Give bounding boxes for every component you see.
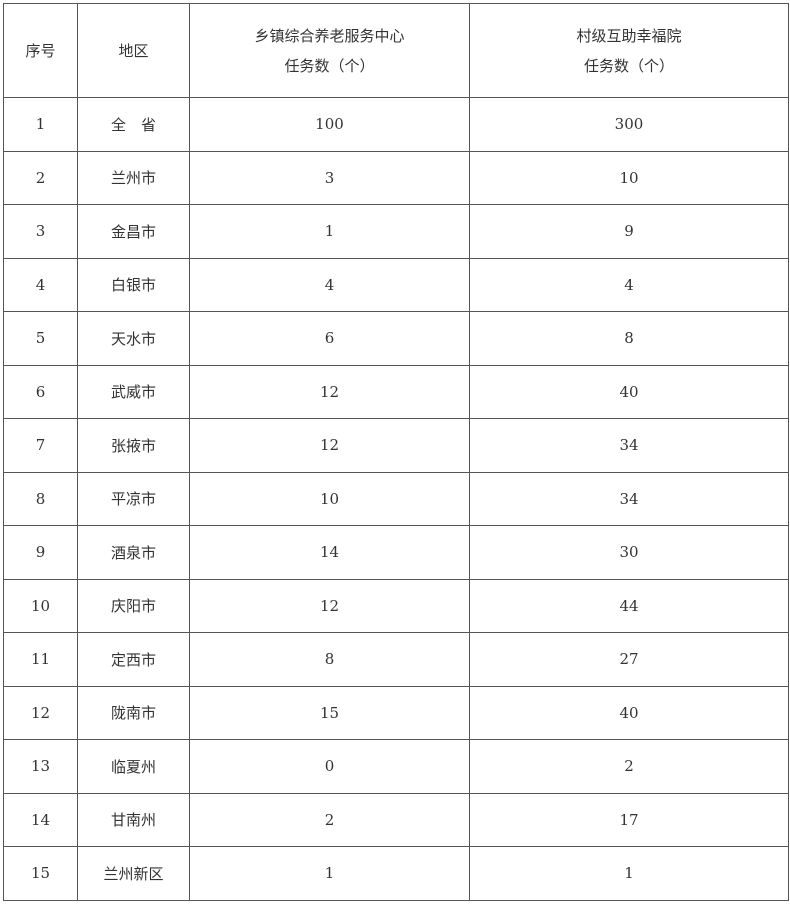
task-table: 序号 地区 乡镇综合养老服务中心 任务数（个） 村级互助幸福院 任务数（个） 1… xyxy=(3,3,789,901)
cell-region: 天水市 xyxy=(77,311,190,366)
cell-region: 临夏州 xyxy=(77,739,190,794)
table-row: 12 陇南市 15 40 xyxy=(3,685,789,740)
table-row: 11 定西市 8 27 xyxy=(3,632,789,687)
cell-township: 100 xyxy=(189,97,470,152)
cell-township: 1 xyxy=(189,846,470,901)
cell-township: 3 xyxy=(189,150,470,205)
table-row: 14 甘南州 2 17 xyxy=(3,792,789,847)
cell-village: 34 xyxy=(469,418,789,473)
header-index: 序号 xyxy=(3,3,78,98)
table-row: 7 张掖市 12 34 xyxy=(3,418,789,473)
header-row: 序号 地区 乡镇综合养老服务中心 任务数（个） 村级互助幸福院 任务数（个） xyxy=(3,3,789,98)
cell-no: 9 xyxy=(3,525,78,580)
cell-township: 1 xyxy=(189,204,470,259)
cell-no: 10 xyxy=(3,578,78,633)
cell-region: 张掖市 xyxy=(77,418,190,473)
cell-township: 12 xyxy=(189,364,470,419)
table-row: 13 临夏州 0 2 xyxy=(3,739,789,794)
cell-no: 15 xyxy=(3,846,78,901)
cell-village: 9 xyxy=(469,204,789,259)
cell-village: 1 xyxy=(469,846,789,901)
cell-region: 定西市 xyxy=(77,632,190,687)
cell-no: 13 xyxy=(3,739,78,794)
cell-no: 11 xyxy=(3,632,78,687)
cell-village: 30 xyxy=(469,525,789,580)
cell-village: 40 xyxy=(469,685,789,740)
cell-village: 2 xyxy=(469,739,789,794)
cell-region: 酒泉市 xyxy=(77,525,190,580)
cell-township: 8 xyxy=(189,632,470,687)
header-region: 地区 xyxy=(77,3,190,98)
cell-village: 8 xyxy=(469,311,789,366)
cell-village: 10 xyxy=(469,150,789,205)
cell-no: 14 xyxy=(3,792,78,847)
cell-region: 全 省 xyxy=(77,97,190,152)
cell-region: 兰州新区 xyxy=(77,846,190,901)
cell-village: 4 xyxy=(469,257,789,312)
cell-township: 4 xyxy=(189,257,470,312)
table-row: 8 平凉市 10 34 xyxy=(3,471,789,526)
table-row: 6 武威市 12 40 xyxy=(3,364,789,419)
cell-township: 12 xyxy=(189,578,470,633)
cell-region: 金昌市 xyxy=(77,204,190,259)
table-row: 10 庆阳市 12 44 xyxy=(3,578,789,633)
cell-township: 6 xyxy=(189,311,470,366)
cell-village: 40 xyxy=(469,364,789,419)
header-township-line2: 任务数（个） xyxy=(284,56,375,75)
header-village: 村级互助幸福院 任务数（个） xyxy=(469,3,789,98)
cell-region: 白银市 xyxy=(77,257,190,312)
cell-region: 甘南州 xyxy=(77,792,190,847)
table-row: 9 酒泉市 14 30 xyxy=(3,525,789,580)
table-row: 3 金昌市 1 9 xyxy=(3,204,789,259)
table-row: 15 兰州新区 1 1 xyxy=(3,846,789,901)
cell-village: 17 xyxy=(469,792,789,847)
cell-township: 15 xyxy=(189,685,470,740)
cell-village: 34 xyxy=(469,471,789,526)
cell-township: 10 xyxy=(189,471,470,526)
table-row: 4 白银市 4 4 xyxy=(3,257,789,312)
cell-region: 平凉市 xyxy=(77,471,190,526)
cell-region: 武威市 xyxy=(77,364,190,419)
table-row: 5 天水市 6 8 xyxy=(3,311,789,366)
table-row: 2 兰州市 3 10 xyxy=(3,150,789,205)
cell-region: 庆阳市 xyxy=(77,578,190,633)
cell-region: 兰州市 xyxy=(77,150,190,205)
cell-no: 4 xyxy=(3,257,78,312)
cell-no: 1 xyxy=(3,97,78,152)
cell-no: 8 xyxy=(3,471,78,526)
cell-no: 5 xyxy=(3,311,78,366)
cell-no: 3 xyxy=(3,204,78,259)
header-township: 乡镇综合养老服务中心 任务数（个） xyxy=(189,3,470,98)
cell-township: 2 xyxy=(189,792,470,847)
cell-village: 300 xyxy=(469,97,789,152)
cell-no: 2 xyxy=(3,150,78,205)
cell-township: 14 xyxy=(189,525,470,580)
cell-region: 陇南市 xyxy=(77,685,190,740)
cell-township: 12 xyxy=(189,418,470,473)
header-village-line2: 任务数（个） xyxy=(583,56,674,75)
header-township-line1: 乡镇综合养老服务中心 xyxy=(254,26,405,45)
cell-no: 6 xyxy=(3,364,78,419)
cell-township: 0 xyxy=(189,739,470,794)
cell-village: 44 xyxy=(469,578,789,633)
header-village-line1: 村级互助幸福院 xyxy=(576,26,682,45)
cell-no: 12 xyxy=(3,685,78,740)
cell-village: 27 xyxy=(469,632,789,687)
cell-no: 7 xyxy=(3,418,78,473)
